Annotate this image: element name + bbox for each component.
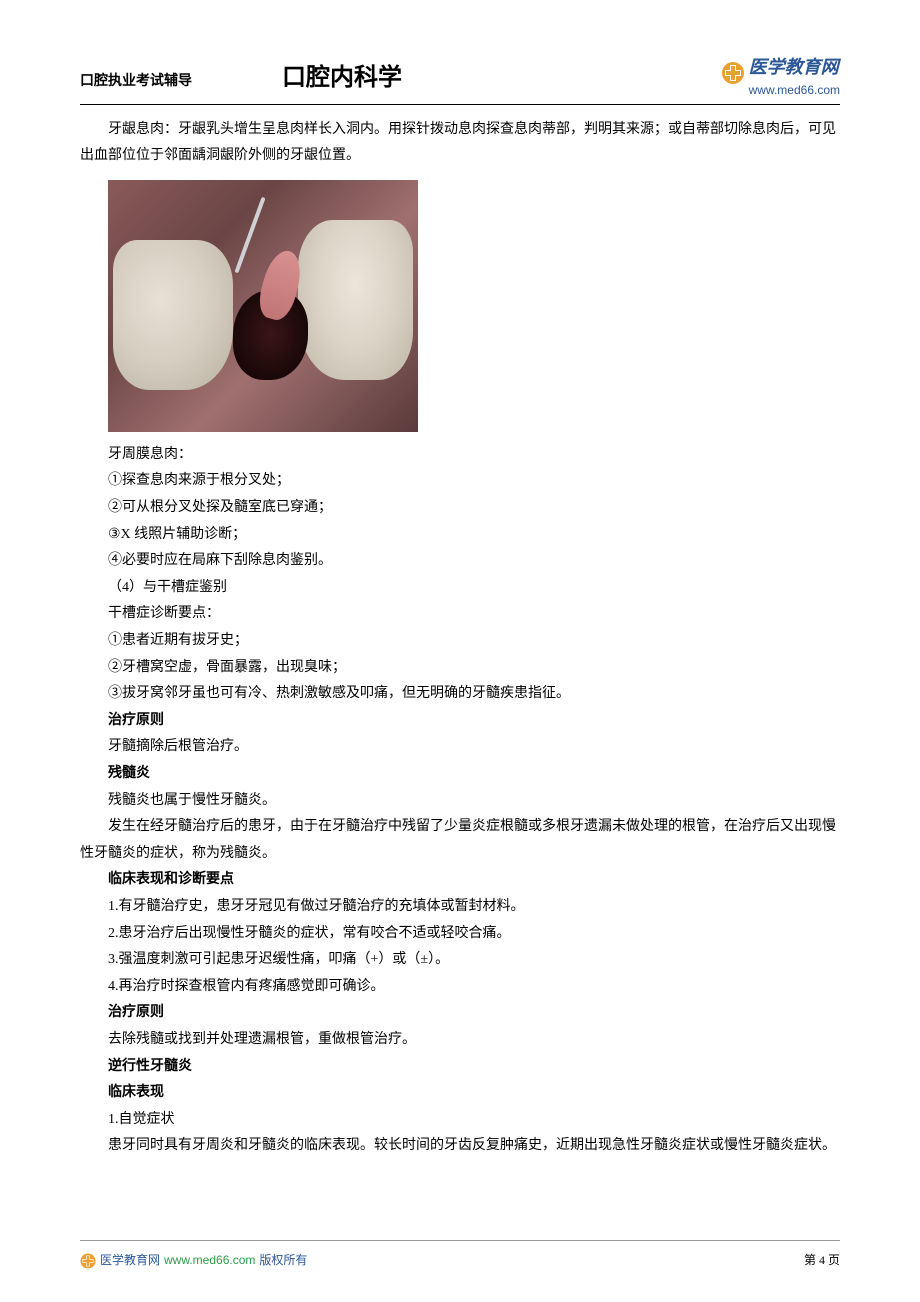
paragraph: 去除残髓或找到并处理遗漏根管，重做根管治疗。 (80, 1027, 840, 1054)
section-heading: 逆行性牙髓炎 (80, 1054, 840, 1081)
page-footer: 医学教育网 www.med66.com 版权所有 第 4 页 (80, 1240, 840, 1272)
paragraph: 残髓炎也属于慢性牙髓炎。 (80, 788, 840, 815)
list-item: ①探查息肉来源于根分叉处； (80, 468, 840, 495)
list-item: 2.患牙治疗后出现慢性牙髓炎的症状，常有咬合不适或轻咬合痛。 (80, 921, 840, 948)
footer-url-text: www.med66.com (164, 1249, 255, 1272)
section-heading: 治疗原则 (80, 708, 840, 735)
section-heading: 治疗原则 (80, 1000, 840, 1027)
cross-logo-icon (80, 1253, 96, 1269)
header-subject: 口腔执业考试辅导 (80, 69, 192, 96)
document-content: 牙龈息肉：牙龈乳头增生呈息肉样长入洞内。用探针拨动息肉探查息肉蒂部，判明其来源；… (80, 117, 840, 1160)
list-item: ③X 线照片辅助诊断； (80, 522, 840, 549)
list-item: 3.强温度刺激可引起患牙迟缓性痛，叩痛（+）或（±）。 (80, 947, 840, 974)
section-heading: 临床表现 (80, 1080, 840, 1107)
list-item: ④必要时应在局麻下刮除息肉鉴别。 (80, 548, 840, 575)
logo-text-block: 医学教育网 www.med66.com (749, 50, 840, 96)
paragraph: 牙髓摘除后根管治疗。 (80, 734, 840, 761)
section-heading: 临床表现和诊断要点 (80, 867, 840, 894)
paragraph: （4）与干槽症鉴别 (80, 575, 840, 602)
list-item: ②牙槽窝空虚，骨面暴露，出现臭味； (80, 655, 840, 682)
list-item: ②可从根分叉处探及髓室底已穿通； (80, 495, 840, 522)
page-header: 口腔执业考试辅导 口腔内科学 医学教育网 www.med66.com (80, 50, 840, 105)
paragraph: 干槽症诊断要点： (80, 601, 840, 628)
footer-brand-text: 医学教育网 (100, 1249, 160, 1272)
logo-brand-text: 医学教育网 (749, 50, 840, 84)
list-item: 1.自觉症状 (80, 1107, 840, 1134)
header-title: 口腔内科学 (192, 56, 721, 102)
paragraph: 患牙同时具有牙周炎和牙髓炎的临床表现。较长时间的牙齿反复肿痛史，近期出现急性牙髓… (80, 1133, 840, 1160)
document-page: 口腔执业考试辅导 口腔内科学 医学教育网 www.med66.com 牙龈息肉：… (0, 0, 920, 1302)
header-logo: 医学教育网 www.med66.com (721, 50, 840, 96)
list-item: ①患者近期有拔牙史； (80, 628, 840, 655)
cross-logo-icon (721, 61, 745, 85)
logo-url-text: www.med66.com (749, 84, 840, 96)
paragraph: 牙龈息肉：牙龈乳头增生呈息肉样长入洞内。用探针拨动息肉探查息肉蒂部，判明其来源；… (80, 117, 840, 170)
section-heading: 残髓炎 (80, 761, 840, 788)
tooth-right (298, 220, 413, 380)
probe-instrument (234, 197, 265, 274)
list-item: 1.有牙髓治疗史，患牙牙冠见有做过牙髓治疗的充填体或暂封材料。 (80, 894, 840, 921)
list-item: 4.再治疗时探查根管内有疼痛感觉即可确诊。 (80, 974, 840, 1001)
paragraph: 牙周膜息肉： (80, 442, 840, 469)
paragraph: 发生在经牙髓治疗后的患牙，由于在牙髓治疗中残留了少量炎症根髓或多根牙遗漏未做处理… (80, 814, 840, 867)
list-item: ③拔牙窝邻牙虽也可有冷、热刺激敏感及叩痛，但无明确的牙髓疾患指征。 (80, 681, 840, 708)
page-number: 第 4 页 (804, 1249, 840, 1272)
footer-branding: 医学教育网 www.med66.com 版权所有 (80, 1249, 307, 1272)
tooth-left (113, 240, 233, 390)
clinical-photo (108, 180, 418, 432)
footer-copyright: 版权所有 (259, 1249, 307, 1272)
